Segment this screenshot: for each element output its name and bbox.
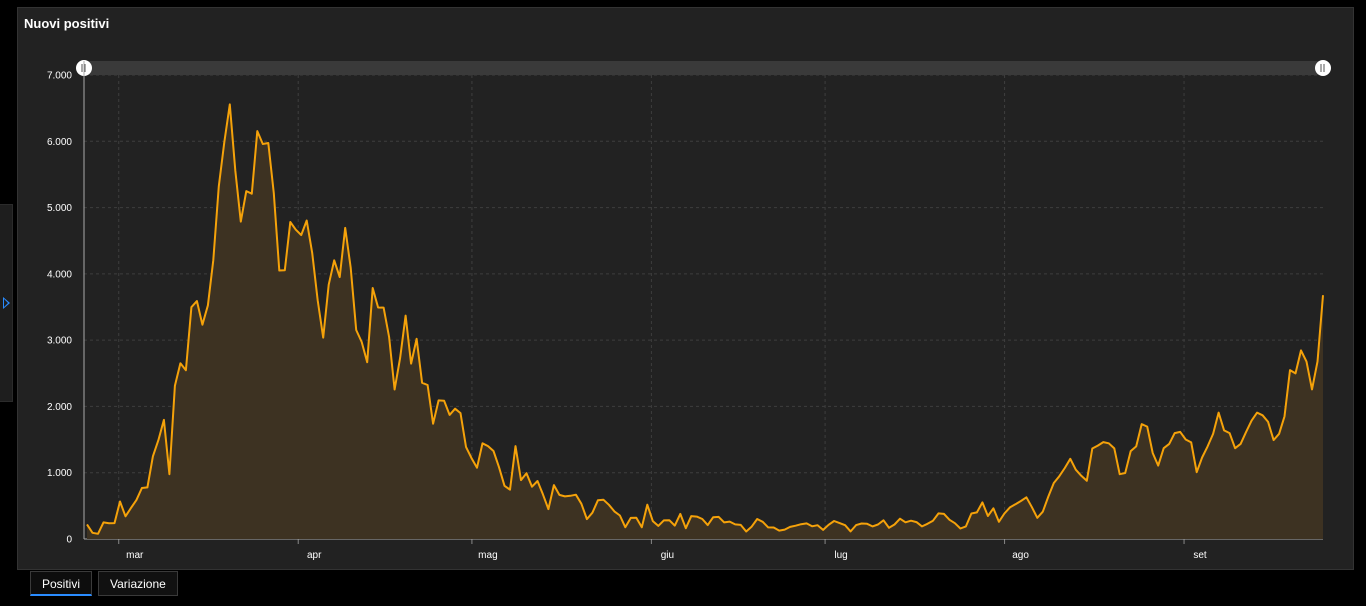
chart-panel: Nuovi positivi 0 1.000 2.000 3.000 4.000 5.00… xyxy=(17,7,1354,570)
x-tick-label: lug xyxy=(834,550,847,561)
y-tick-label: 1.000 xyxy=(47,468,72,479)
series-area xyxy=(87,104,1323,540)
sidebar-toggle-button[interactable] xyxy=(0,204,13,402)
y-tick-label: 7.000 xyxy=(47,71,72,82)
y-tick-label: 3.000 xyxy=(47,336,72,347)
y-tick-label: 2.000 xyxy=(47,402,72,413)
y-tick-label: 5.000 xyxy=(47,203,72,214)
panel-title: Nuovi positivi xyxy=(24,16,110,31)
x-tick-label: apr xyxy=(307,550,322,561)
x-tick-label: giu xyxy=(661,550,674,561)
chevron-right-icon xyxy=(3,297,10,309)
y-tick-label: 6.000 xyxy=(47,137,72,148)
y-tick-label: 0 xyxy=(66,535,72,546)
tab-variazione[interactable]: Variazione xyxy=(98,571,178,596)
series-line xyxy=(86,103,1324,535)
x-tick-label: set xyxy=(1193,550,1207,561)
x-tick-label: ago xyxy=(1012,550,1029,561)
y-tick-label: 4.000 xyxy=(47,269,72,280)
positivi-chart: 0 1.000 2.000 3.000 4.000 5.000 6.000 7.000 mar a… xyxy=(47,60,1331,561)
chart-tabs: Positivi Variazione xyxy=(30,571,178,597)
range-selector-track[interactable] xyxy=(84,61,1324,75)
x-tick-label: mar xyxy=(126,550,144,561)
tab-positivi[interactable]: Positivi xyxy=(30,571,93,596)
range-handle-right[interactable] xyxy=(1315,60,1331,76)
x-tick-label: mag xyxy=(478,550,497,561)
